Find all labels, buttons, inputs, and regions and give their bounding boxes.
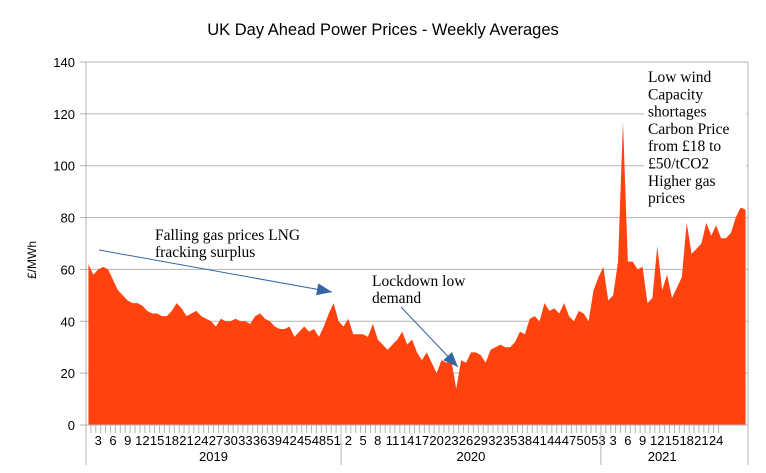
x-tick-label: 24 (709, 433, 723, 448)
annotation-line: Lockdown low (372, 273, 466, 290)
x-tick-label: 6 (624, 433, 631, 448)
y-tick-label: 120 (53, 107, 75, 122)
x-tick-label: 32 (488, 433, 502, 448)
x-tick-label: 45 (297, 433, 311, 448)
x-tick-label: 41 (532, 433, 546, 448)
y-tick-label: 80 (61, 211, 75, 226)
x-tick-label: 30 (223, 433, 237, 448)
x-tick-label: 39 (268, 433, 282, 448)
x-tick-label: 9 (124, 433, 131, 448)
price-area (88, 121, 746, 425)
y-tick-label: 0 (68, 418, 75, 433)
annotation-line: Low wind (648, 69, 712, 86)
annotation-line: from £18 to (648, 138, 721, 155)
annotation-line: fracking surplus (155, 244, 255, 261)
x-tick-label: 9 (639, 433, 646, 448)
x-tick-label: 18 (165, 433, 179, 448)
x-tick-label: 12 (135, 433, 149, 448)
year-label: 2019 (199, 449, 228, 464)
x-tick-label: 33 (238, 433, 252, 448)
year-label: 2020 (456, 449, 485, 464)
x-tick-label: 2 (345, 433, 352, 448)
y-axis-ticks: 0 20 40 60 80 100 120 140 (53, 55, 75, 433)
arrow-line (98, 249, 333, 293)
x-tick-label: 21 (179, 433, 193, 448)
x-tick-label: 50 (576, 433, 590, 448)
arrow-head (316, 283, 332, 296)
x-tick-label: 15 (665, 433, 679, 448)
y-tick-label: 100 (53, 159, 75, 174)
y-tick-label: 40 (61, 314, 75, 329)
x-tick-label: 38 (518, 433, 532, 448)
x-tick-label: 18 (679, 433, 693, 448)
y-tick-label: 20 (61, 366, 75, 381)
x-tick-label: 3 (95, 433, 102, 448)
x-tick-label: 53 (591, 433, 605, 448)
annotation-arrows (98, 249, 459, 368)
annotation-background (644, 66, 746, 208)
x-tick-label: 21 (694, 433, 708, 448)
annotation-line: shortages (648, 104, 707, 121)
x-tick-label: 44 (547, 433, 561, 448)
x-tick-label: 15 (150, 433, 164, 448)
chart-title: UK Day Ahead Power Prices - Weekly Avera… (207, 21, 559, 39)
x-tick-label: 8 (374, 433, 381, 448)
x-tick-label: 12 (650, 433, 664, 448)
arrow-head (443, 351, 458, 367)
x-tick-label: 35 (503, 433, 517, 448)
x-tick-label: 20 (429, 433, 443, 448)
annotation-line: demand (372, 290, 421, 307)
x-tick-label: 36 (253, 433, 267, 448)
annotation-line: Capacity (648, 86, 703, 103)
y-tick-label: 60 (61, 262, 75, 277)
annotation-falling-gas: Falling gas prices LNG fracking surplus (155, 227, 304, 261)
x-tick-label: 24 (194, 433, 208, 448)
y-axis-label: £/MWh (25, 241, 39, 279)
x-tick-label: 27 (209, 433, 223, 448)
x-tick-label: 42 (282, 433, 296, 448)
axes (85, 62, 749, 465)
x-tick-label: 23 (444, 433, 458, 448)
x-tick-label: 47 (562, 433, 576, 448)
x-tick-label: 29 (474, 433, 488, 448)
annotation-lockdown: Lockdown low demand (372, 273, 469, 307)
annotation-line: Higher gas (648, 173, 716, 190)
x-tick-label: 11 (386, 433, 400, 448)
annotation-line: £50/tCO2 (648, 156, 709, 173)
x-tick-label: 48 (312, 433, 326, 448)
annotation-line: Carbon Price (648, 121, 729, 138)
annotation-line: prices (648, 190, 685, 207)
x-tick-label: 14 (400, 433, 414, 448)
x-tick-label: 5 (359, 433, 366, 448)
x-tick-label: 17 (415, 433, 429, 448)
x-tick-label: 26 (459, 433, 473, 448)
annotations: Falling gas prices LNG fracking surplus … (155, 66, 746, 307)
x-tick-label: 6 (109, 433, 116, 448)
x-tick-label: 3 (610, 433, 617, 448)
x-tick-label: 51 (326, 433, 340, 448)
annotation-line: Falling gas prices LNG (155, 227, 300, 244)
y-tick-label: 140 (53, 55, 75, 70)
year-label: 2021 (648, 449, 677, 464)
